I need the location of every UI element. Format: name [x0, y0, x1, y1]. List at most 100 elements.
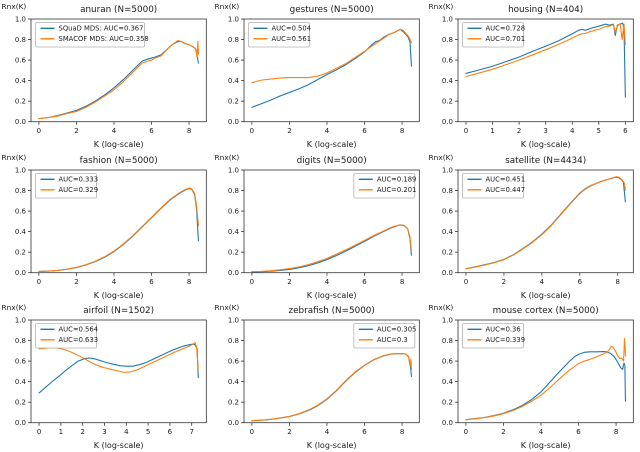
x-tick-label: 0 [37, 278, 41, 286]
subplot-housing: 0 1 2 3 4 5 6 0.0 0.2 0.4 0.6 0.8 1.0 housing (N=404)… [427, 0, 640, 151]
x-axis-label: K (log-scale) [307, 291, 357, 300]
series-line-1 [465, 23, 626, 78]
plot-frame [30, 169, 207, 273]
x-tick-label: 0 [37, 127, 41, 135]
x-tick-label: 8 [400, 127, 404, 135]
x-axis-label: K (log-scale) [94, 291, 144, 300]
y-tick-label: 1.0 [15, 317, 26, 325]
legend-label: AUC=0.633 [59, 337, 99, 345]
y-axis-label: Rnx(K) [2, 2, 27, 11]
x-tick-label: 8 [613, 429, 617, 437]
chart-title: gestures (N=5000) [290, 5, 374, 15]
y-tick-label: 0.4 [228, 228, 240, 236]
y-tick-label: 1.0 [228, 166, 239, 174]
y-tick-label: 0.4 [442, 77, 454, 85]
legend-label: SMACOF MDS: AUC=0.358 [59, 35, 149, 43]
chart-canvas: 0 2 4 6 8 0.0 0.2 0.4 0.6 0.8 1.0 zebrafish (N=5000… [215, 303, 421, 451]
plot-frame [243, 169, 421, 273]
chart-canvas: 0 1 2 3 4 5 6 7 0.0 0.2 0.4 0.6 0.8 1.0 airfoil (N=150… [2, 303, 207, 451]
legend-label: AUC=0.36 [485, 326, 520, 334]
subplot-gestures: 0 2 4 6 8 0.0 0.2 0.4 0.6 0.8 1.0 gestures (N=5000)… [213, 0, 426, 151]
legend-box [35, 22, 145, 48]
x-tick-label: 6 [149, 127, 154, 135]
y-tick-label: 0.2 [15, 248, 26, 256]
y-tick-label: 0.4 [228, 77, 240, 85]
y-tick-label: 0.0 [15, 269, 26, 277]
x-tick-label: 6 [363, 127, 368, 135]
subplot-airfoil: 0 1 2 3 4 5 6 7 0.0 0.2 0.4 0.6 0.8 1.0 airfoil (N=150… [0, 301, 213, 452]
legend-label: AUC=0.451 [485, 175, 525, 183]
y-tick-label: 0.2 [442, 98, 453, 106]
y-tick-label: 0.6 [15, 358, 27, 366]
x-tick-label: 8 [400, 429, 404, 437]
legend: AUC=0.36 AUC=0.339 [461, 323, 525, 349]
subplot-mouse-cortex: 0 2 4 6 8 0.0 0.2 0.4 0.6 0.8 1.0 mouse cortex (N=5… [427, 301, 640, 452]
series-line-0 [464, 351, 626, 421]
series-line-0 [38, 41, 199, 120]
chart-title: digits (N=5000) [297, 156, 367, 166]
y-tick-label: 0.0 [15, 118, 26, 126]
y-tick-label: 1.0 [442, 317, 453, 325]
chart-title: mouse cortex (N=5000) [492, 306, 598, 316]
y-tick-label: 0.8 [442, 187, 453, 195]
y-axis-label: Rnx(K) [428, 153, 453, 162]
y-tick-label: 0.2 [228, 399, 239, 407]
y-tick-label: 1.0 [442, 166, 453, 174]
y-tick-label: 0.2 [15, 399, 26, 407]
subplot-anuran: 0 2 4 6 8 0.0 0.2 0.4 0.6 0.8 1.0 anuran (N=5000) Rn… [0, 0, 213, 151]
x-tick-label: 1 [490, 127, 494, 135]
chart-canvas: 0 2 4 6 8 0.0 0.2 0.4 0.6 0.8 1.0 digits (N=5000) Rn… [215, 153, 421, 300]
legend-label: AUC=0.564 [59, 326, 99, 334]
x-tick-label: 6 [577, 278, 582, 286]
series-line-0 [465, 22, 626, 98]
y-tick-label: 0.0 [442, 118, 453, 126]
chart-canvas: 0 2 4 6 8 0.0 0.2 0.4 0.6 0.8 1.0 anuran (N=5000) Rn… [2, 2, 207, 149]
x-tick-label: 3 [543, 127, 547, 135]
series-line-1 [38, 40, 199, 120]
y-tick-label: 0.0 [228, 118, 239, 126]
y-tick-label: 0.4 [442, 379, 454, 387]
x-axis-label: K (log-scale) [520, 442, 570, 451]
y-tick-label: 1.0 [15, 16, 26, 24]
legend: AUC=0.504 AUC=0.561 [248, 22, 311, 48]
series-line-0 [38, 187, 199, 272]
y-tick-label: 0.2 [442, 399, 453, 407]
x-axis-label: K (log-scale) [94, 442, 144, 451]
legend: AUC=0.728 AUC=0.701 [461, 22, 525, 48]
chart-canvas: 0 2 4 6 8 0.0 0.2 0.4 0.6 0.8 1.0 gestures (N=5000)… [215, 2, 421, 149]
y-tick-label: 1.0 [442, 16, 453, 24]
legend-label: AUC=0.305 [377, 326, 417, 334]
x-tick-label: 8 [187, 278, 191, 286]
y-tick-label: 0.8 [228, 36, 239, 44]
x-tick-label: 2 [517, 127, 521, 135]
x-tick-label: 4 [538, 429, 543, 437]
legend-label: SQuaD MDS: AUC=0.367 [59, 25, 144, 33]
x-tick-label: 4 [539, 278, 544, 286]
y-tick-label: 0.4 [15, 379, 27, 387]
y-tick-label: 0.6 [442, 358, 454, 366]
y-tick-label: 0.6 [442, 57, 454, 65]
x-tick-label: 6 [168, 429, 173, 437]
x-tick-label: 4 [112, 278, 117, 286]
x-tick-label: 4 [112, 127, 117, 135]
subplot-zebrafish: 0 2 4 6 8 0.0 0.2 0.4 0.6 0.8 1.0 zebrafish (N=5000… [213, 301, 426, 452]
x-tick-label: 2 [288, 127, 292, 135]
x-tick-label: 4 [325, 127, 330, 135]
y-tick-label: 0.2 [442, 248, 453, 256]
series-line-0 [251, 353, 413, 422]
legend: AUC=0.333 AUC=0.329 [35, 172, 98, 199]
chart-title: airfoil (N=1502) [83, 306, 154, 316]
chart-canvas: 0 2 4 6 8 0.0 0.2 0.4 0.6 0.8 1.0 mouse cortex (N=5… [428, 303, 634, 451]
x-tick-label: 2 [288, 429, 292, 437]
plot-frame [30, 320, 207, 424]
x-axis-label: K (log-scale) [520, 291, 570, 300]
x-tick-label: 0 [463, 127, 467, 135]
x-tick-label: 0 [37, 429, 41, 437]
legend-label: AUC=0.3 [377, 337, 408, 345]
y-tick-label: 0.0 [228, 420, 239, 428]
x-tick-label: 2 [501, 278, 505, 286]
legend-label: AUC=0.339 [485, 337, 525, 345]
y-tick-label: 0.6 [228, 57, 240, 65]
x-tick-label: 2 [501, 429, 505, 437]
legend-label: AUC=0.701 [485, 35, 525, 43]
